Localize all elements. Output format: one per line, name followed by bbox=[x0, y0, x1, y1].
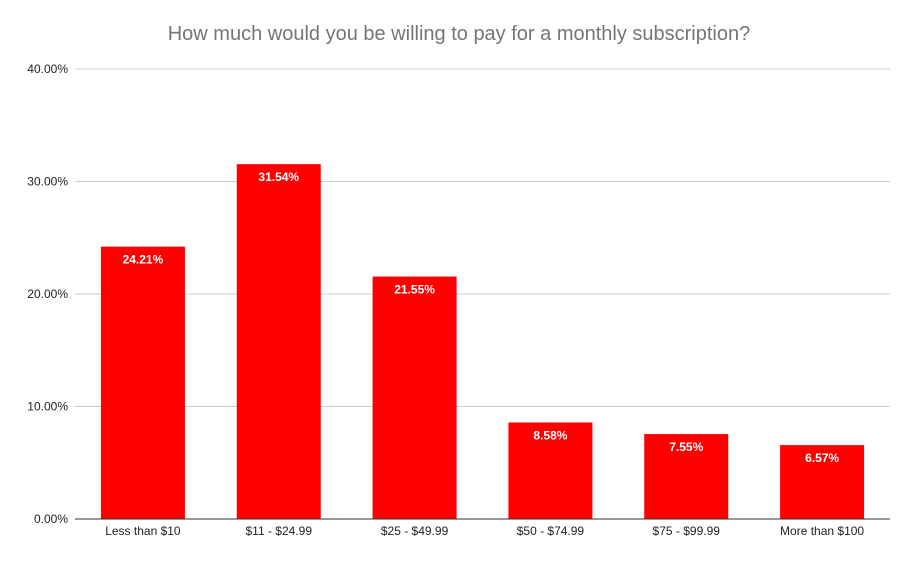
bar bbox=[508, 422, 593, 519]
x-tick-label: $25 - $49.99 bbox=[381, 524, 449, 538]
x-tick-label: Less than $10 bbox=[105, 524, 181, 538]
bar-data-label: 21.55% bbox=[394, 283, 435, 297]
y-tick-label: 30.00% bbox=[27, 175, 68, 189]
bar bbox=[100, 246, 185, 519]
bar-data-label: 31.54% bbox=[258, 170, 299, 184]
bars bbox=[100, 164, 865, 520]
x-tick-label: More than $100 bbox=[780, 524, 864, 538]
bar-data-label: 8.58% bbox=[533, 428, 567, 442]
x-tick-label: $11 - $24.99 bbox=[246, 524, 313, 538]
x-tick-label: $50 - $74.99 bbox=[517, 524, 585, 538]
bar bbox=[644, 434, 729, 519]
x-tick-label: $75 - $99.99 bbox=[653, 524, 721, 538]
bar-data-label: 6.57% bbox=[805, 451, 839, 465]
y-tick-label: 40.00% bbox=[27, 62, 68, 76]
gridlines bbox=[75, 68, 890, 407]
bar-data-label: 7.55% bbox=[669, 440, 703, 454]
bar-data-label: 24.21% bbox=[123, 253, 164, 267]
chart-title: How much would you be willing to pay for… bbox=[168, 23, 751, 45]
y-axis-tick-labels: 0.00% 10.00% 20.00% 30.00% 40.00% bbox=[27, 62, 68, 526]
y-tick-label: 20.00% bbox=[27, 287, 68, 301]
bar bbox=[236, 164, 321, 520]
y-tick-label: 0.00% bbox=[34, 512, 68, 526]
y-tick-label: 10.00% bbox=[27, 400, 68, 414]
bar-data-labels: 24.21% 31.54% 21.55% 8.58% 7.55% 6.57% bbox=[123, 170, 840, 465]
x-axis-tick-labels: Less than $10 $11 - $24.99 $25 - $49.99 $50… bbox=[105, 524, 864, 538]
bar bbox=[780, 445, 865, 519]
bar bbox=[372, 276, 457, 519]
